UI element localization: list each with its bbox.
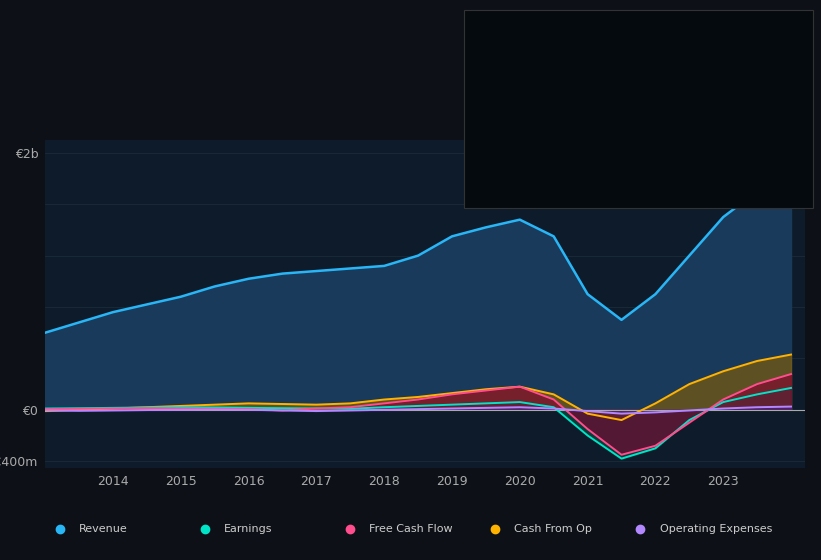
Text: Earnings: Earnings [224, 524, 273, 534]
Text: €24.938m /yr: €24.938m /yr [639, 184, 709, 193]
Text: €433.760m /yr: €433.760m /yr [639, 157, 715, 167]
Text: Earnings: Earnings [478, 84, 523, 94]
Text: Operating Expenses: Operating Expenses [659, 524, 772, 534]
Text: 9.9% profit margin: 9.9% profit margin [639, 104, 736, 114]
Text: Dec 31 2023: Dec 31 2023 [478, 27, 571, 40]
Text: €278.281m /yr: €278.281m /yr [639, 130, 715, 140]
Text: Free Cash Flow: Free Cash Flow [369, 524, 453, 534]
Text: Operating Expenses: Operating Expenses [478, 184, 583, 193]
Text: Cash From Op: Cash From Op [515, 524, 592, 534]
Text: Revenue: Revenue [80, 524, 128, 534]
Text: €169.968m /yr: €169.968m /yr [639, 84, 715, 94]
Text: Revenue: Revenue [478, 56, 523, 66]
Text: €1.724b /yr: €1.724b /yr [639, 56, 699, 66]
Text: Cash From Op: Cash From Op [478, 157, 551, 167]
Text: Free Cash Flow: Free Cash Flow [478, 130, 556, 140]
